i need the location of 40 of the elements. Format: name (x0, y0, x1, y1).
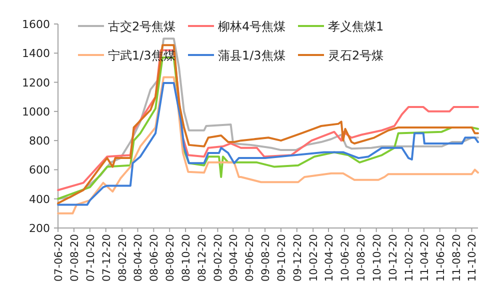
x-tick-label: 09-10-20 (276, 234, 288, 282)
x-tick-label: 11-08-20 (450, 234, 463, 282)
y-tick-label: 800 (29, 134, 50, 148)
y-tick-label: 1200 (22, 76, 50, 90)
y-tick-label: 1400 (22, 47, 50, 60)
x-tick-label: 11-02-20 (403, 234, 416, 282)
y-tick-label: 400 (29, 192, 50, 206)
legend-label: 柳林4号焦煤 (218, 20, 286, 34)
x-tick-label: 10-02-20 (308, 234, 320, 282)
legend-label: 蒲县1/3焦煤 (218, 48, 286, 62)
x-tick-label: 10-06-20 (339, 234, 352, 282)
x-tick-label: 11-10-20 (466, 234, 479, 282)
x-tick-label: 09-08-20 (260, 234, 272, 282)
x-tick-label: 07-12-20 (100, 234, 113, 282)
legend-label: 灵石2号煤 (328, 48, 384, 62)
x-tick-label: 09-12-20 (292, 234, 304, 282)
y-tick-label: 600 (29, 164, 50, 177)
x-tick-label: 08-10-20 (180, 234, 193, 282)
x-tick-label: 08-12-20 (196, 234, 208, 282)
y-tick-label: 1600 (22, 18, 50, 31)
x-tick-label: 10-08-20 (355, 234, 368, 282)
x-tick-label: 10-04-20 (324, 234, 336, 282)
x-tick-label: 08-06-20 (148, 234, 161, 282)
x-tick-label: 10-10-20 (371, 234, 384, 282)
x-tick-label: 07-06-20 (53, 234, 65, 282)
x-tick-label: 11-04-20 (418, 234, 431, 282)
legend-label: 古交2号焦煤 (108, 20, 176, 34)
x-tick-label: 11-06-20 (434, 234, 447, 282)
legend-label: 孝义焦煤1 (328, 20, 384, 34)
x-tick-label: 09-06-20 (244, 234, 256, 282)
x-tick-label: 07-10-20 (84, 234, 97, 282)
x-tick-label: 07-08-20 (68, 234, 81, 282)
x-tick-label: 09-02-20 (212, 234, 225, 282)
y-tick-label: 1000 (22, 105, 50, 118)
x-tick-label: 09-04-20 (228, 234, 240, 282)
x-tick-label: 08-04-20 (132, 234, 145, 282)
x-tick-label: 08-02-20 (117, 234, 130, 282)
y-tick-label: 200 (29, 222, 50, 235)
x-tick-label: 10-12-20 (387, 234, 400, 282)
x-tick-label: 08-08-20 (164, 234, 177, 282)
